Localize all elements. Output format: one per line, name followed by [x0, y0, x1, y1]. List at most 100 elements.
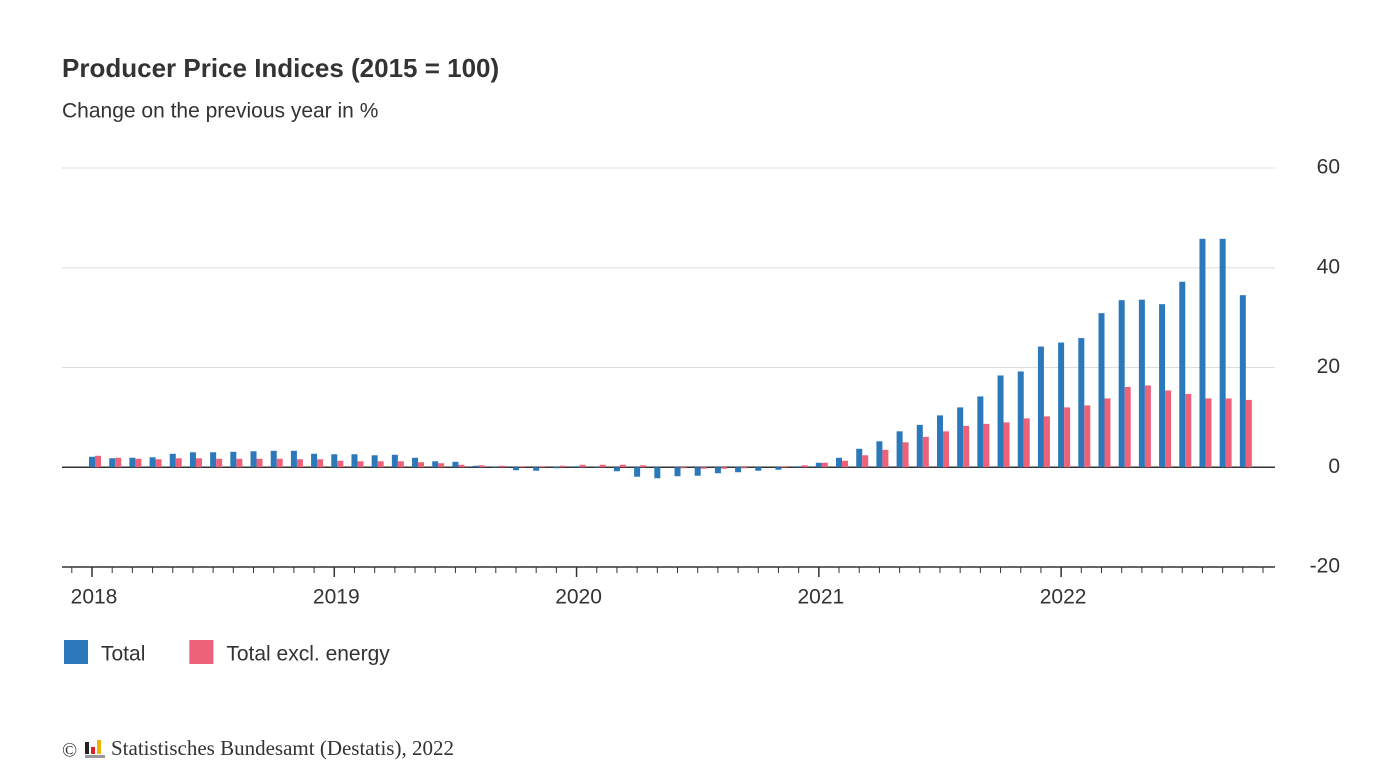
bar — [1185, 393, 1192, 468]
bar — [236, 458, 243, 468]
bar — [1078, 338, 1085, 468]
bar — [1098, 313, 1105, 468]
bar — [1043, 416, 1050, 468]
bar — [619, 464, 626, 468]
bar — [418, 462, 425, 468]
bar — [357, 461, 364, 468]
bar — [936, 415, 943, 468]
bar — [842, 460, 849, 468]
legend-swatch — [64, 640, 88, 664]
bar — [512, 467, 519, 471]
bar — [518, 466, 525, 468]
bar — [573, 466, 580, 468]
bar — [351, 454, 358, 468]
bar — [856, 448, 863, 468]
bar — [230, 451, 237, 468]
bar — [1138, 299, 1145, 468]
bar — [498, 465, 505, 468]
x-tick-label: 2020 — [555, 586, 602, 609]
bar — [1165, 390, 1172, 468]
bar — [89, 456, 95, 468]
bar — [539, 466, 546, 468]
x-tick-label: 2019 — [313, 586, 360, 609]
bar — [963, 425, 970, 468]
y-tick-label: 20 — [1317, 355, 1340, 378]
y-tick-label: -20 — [1310, 555, 1340, 578]
legend-swatch — [189, 640, 214, 664]
bar — [613, 467, 620, 472]
bar — [377, 461, 384, 468]
bar — [290, 450, 297, 468]
bar — [1017, 371, 1024, 468]
bar — [795, 466, 802, 468]
bar — [95, 455, 101, 468]
bar — [135, 458, 142, 468]
bar — [694, 467, 701, 476]
bar — [1124, 386, 1131, 468]
legend-label: Total excl. energy — [226, 643, 390, 666]
bar — [195, 458, 202, 468]
y-tick-label: 40 — [1317, 255, 1340, 278]
bar — [654, 467, 661, 479]
bar — [1144, 385, 1151, 468]
bar — [983, 423, 990, 468]
logo — [85, 740, 105, 758]
bar — [432, 461, 439, 468]
bar — [579, 464, 586, 468]
bar — [876, 441, 883, 468]
legend-label: Total — [101, 643, 145, 666]
bar — [922, 436, 929, 468]
bar — [735, 467, 742, 473]
bar — [1058, 342, 1065, 468]
bar — [115, 457, 122, 468]
bar — [397, 461, 404, 468]
chart-subtitle: Change on the previous year in % — [62, 100, 378, 123]
bar — [311, 453, 318, 468]
bar — [1118, 300, 1125, 468]
bar — [472, 465, 479, 468]
bar — [1037, 346, 1044, 468]
bar — [862, 455, 869, 468]
y-tick-label: 60 — [1317, 156, 1340, 179]
bar — [371, 455, 378, 468]
bar — [1159, 304, 1166, 468]
bar — [438, 463, 445, 468]
x-tick-label: 2022 — [1040, 586, 1087, 609]
bar — [755, 467, 762, 471]
bar — [836, 457, 843, 468]
bar — [391, 454, 398, 468]
bar — [1239, 295, 1246, 468]
bar — [452, 461, 459, 468]
bar — [559, 465, 566, 468]
bar — [175, 458, 182, 468]
bar — [256, 458, 263, 468]
x-tick-label: 2018 — [71, 586, 118, 609]
bar — [129, 457, 136, 468]
bar — [781, 466, 788, 468]
bar — [815, 462, 822, 468]
bar — [1199, 238, 1206, 468]
bar — [276, 458, 283, 468]
bar — [189, 452, 196, 468]
bar — [997, 375, 1004, 468]
bar — [210, 452, 217, 468]
bar — [1084, 405, 1091, 468]
bar — [674, 467, 681, 477]
bar — [1245, 399, 1252, 468]
bar — [640, 465, 647, 468]
bar — [296, 459, 303, 468]
bar — [149, 457, 156, 468]
bar — [337, 460, 344, 468]
copyright: © — [62, 740, 77, 762]
bar — [317, 459, 324, 468]
source: Statistisches Bundesamt (Destatis), 2022 — [111, 736, 454, 760]
bar — [801, 465, 808, 468]
bar — [1104, 398, 1111, 468]
bar — [216, 458, 223, 468]
bar — [533, 467, 540, 471]
x-tick-label: 2021 — [797, 586, 844, 609]
bar — [714, 467, 721, 474]
bar — [458, 464, 465, 468]
bar — [741, 467, 748, 469]
